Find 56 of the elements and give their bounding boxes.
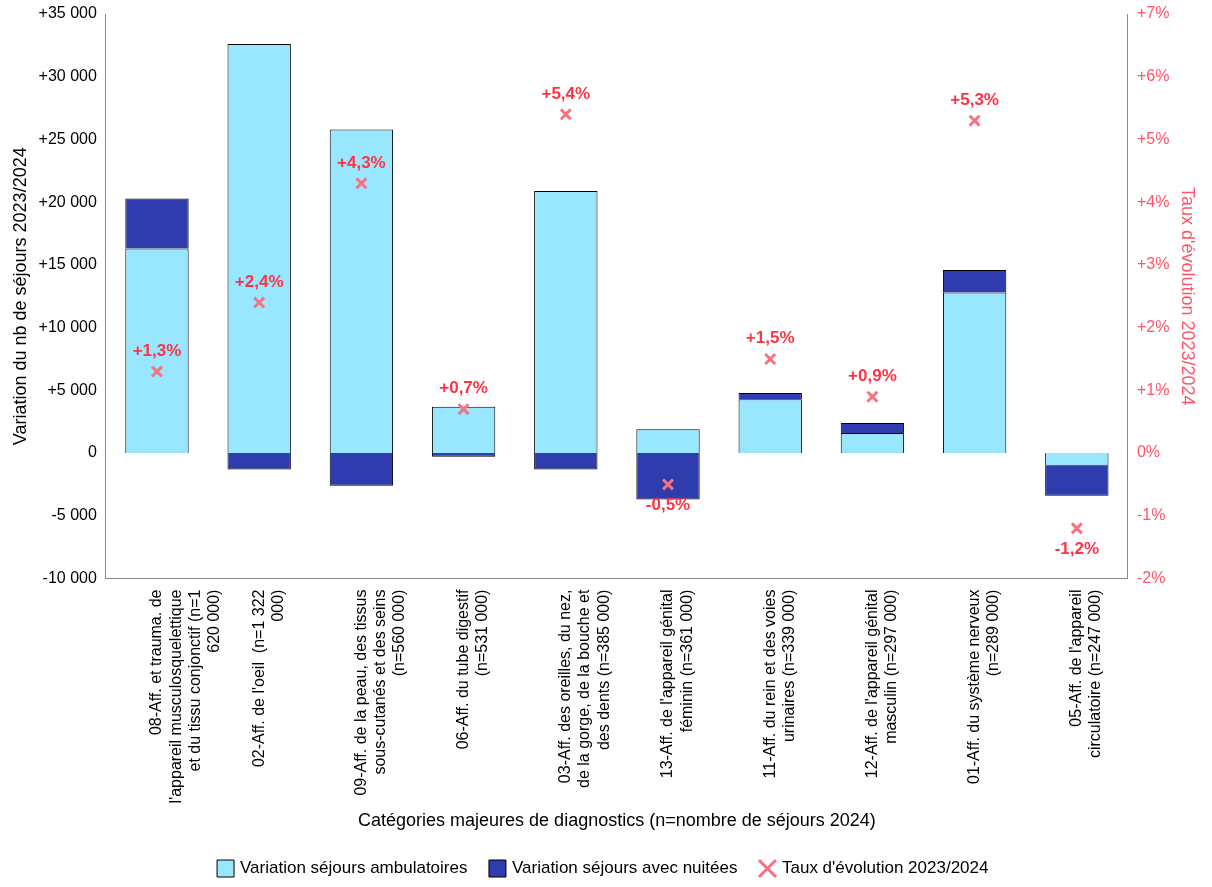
x-tick-label: 11-Aff. du rein et des voies urinaires (n=339 000): [760, 589, 797, 779]
y2-tick-label: 0%: [1136, 443, 1161, 461]
y-axis-title: Variation du nb de séjours 2023/2024: [9, 147, 30, 446]
y-tick-label: 0: [87, 443, 97, 461]
data-label: +1,5%: [745, 328, 795, 348]
data-label: -0,5%: [645, 494, 691, 514]
y2-tick-label: +3%: [1136, 255, 1170, 273]
x-axis-title: Catégories majeures de diagnostics (n=nombre de séjours 2024): [358, 810, 876, 831]
y2-tick-label: +6%: [1136, 67, 1170, 85]
y2-tick-label: -2%: [1136, 568, 1166, 586]
x-tick-label: 13-Aff. de l'appareil génital féminin (n=361 000): [658, 589, 695, 779]
y2-tick-label: +4%: [1136, 192, 1170, 210]
point: [150, 365, 164, 378]
point: [252, 296, 266, 309]
y2-tick-label: +1%: [1136, 380, 1170, 398]
y2-axis-title: Taux d'évolution 2023/2024: [1178, 186, 1199, 406]
y-tick-label: -5 000: [51, 506, 97, 524]
legend-label: Variation séjours avec nuitées: [511, 858, 738, 878]
y-tick-label: +10 000: [38, 318, 97, 336]
data-label: +1,3%: [132, 340, 182, 360]
y2-tick-label: +2%: [1136, 318, 1170, 336]
y-tick-label: +30 000: [38, 67, 97, 85]
data-label: -1,2%: [1054, 538, 1100, 558]
data-label: +4,3%: [337, 152, 386, 172]
x-tick-label: 09-Aff. de la peau, des tissus sous-cutanés et des seins (n=560 000): [351, 589, 408, 796]
x-tick-label: 01-Aff. du système nerveux (n=289 000): [965, 589, 1002, 785]
data-label: +5,3%: [950, 89, 999, 109]
point: [865, 390, 879, 404]
y-tick-label: -10 000: [42, 568, 97, 586]
y2-tick-label: -1%: [1136, 506, 1166, 524]
point: [1070, 521, 1084, 535]
data-label: +2,4%: [234, 271, 284, 291]
point: [661, 478, 675, 491]
x-tick-label: 02-Aff. de l'oeil (n=1 322 000): [249, 589, 286, 768]
y-tick-label: +15 000: [38, 255, 97, 273]
y-tick-label: +35 000: [38, 4, 97, 22]
data-label: +0,9%: [848, 365, 897, 385]
y-tick-label: +25 000: [38, 129, 97, 147]
point: [968, 114, 982, 128]
data-label: +5,4%: [541, 83, 591, 103]
point: [354, 176, 368, 190]
x-tick-label: 05-Aff. de l'appareil circulatoire (n=247 000): [1067, 589, 1104, 759]
point: [763, 352, 777, 366]
y-tick-label: +5 000: [47, 380, 97, 398]
point: [559, 107, 573, 121]
point: [457, 402, 471, 416]
x-tick-label: 12-Aff. de l'appareil génital masculin (n=297 000): [862, 589, 900, 779]
x-tick-label: 08-Aff. et trauma. de l'appareil musculosquelettique et du tissu conjonctif (n=1 620 000): [147, 589, 222, 804]
legend-label: Variation séjours ambulatoires: [240, 858, 468, 878]
legend-label: Taux d'évolution 2023/2024: [781, 858, 989, 878]
y2-tick-label: +5%: [1136, 129, 1170, 147]
y-tick-label: +20 000: [38, 192, 97, 210]
x-tick-label: 06-Aff. du tube digestif (n=531 000): [454, 588, 491, 750]
x-tick-label: 03-Aff. des oreilles, du nez, de la gorge, de la bouche et des dents (n=385 000): [556, 588, 612, 788]
y2-tick-label: +7%: [1136, 4, 1170, 22]
data-label: +0,7%: [439, 378, 488, 398]
